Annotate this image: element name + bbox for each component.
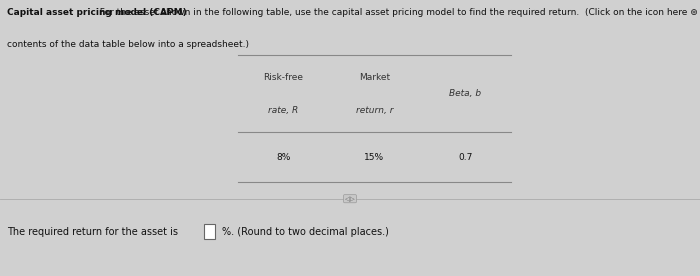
- Text: rate, R: rate, R: [268, 106, 299, 115]
- Text: Beta, b: Beta, b: [449, 89, 482, 98]
- Text: Market: Market: [359, 73, 390, 82]
- Text: Risk-free: Risk-free: [263, 73, 304, 82]
- Text: Capital asset pricing model (CAPM): Capital asset pricing model (CAPM): [7, 8, 187, 17]
- Text: contents of the data table below into a spreadsheet.): contents of the data table below into a …: [7, 40, 249, 49]
- Text: 8%: 8%: [276, 153, 290, 162]
- Text: %. (Round to two decimal places.): %. (Round to two decimal places.): [222, 227, 388, 237]
- Text: return, r: return, r: [356, 106, 393, 115]
- Text: 0.7: 0.7: [458, 153, 472, 162]
- Text: ◁▷: ◁▷: [344, 196, 356, 202]
- Text: For the asset shown in the following table, use the capital asset pricing model : For the asset shown in the following tab…: [94, 8, 700, 17]
- Text: 15%: 15%: [365, 153, 384, 162]
- Text: The required return for the asset is: The required return for the asset is: [7, 227, 181, 237]
